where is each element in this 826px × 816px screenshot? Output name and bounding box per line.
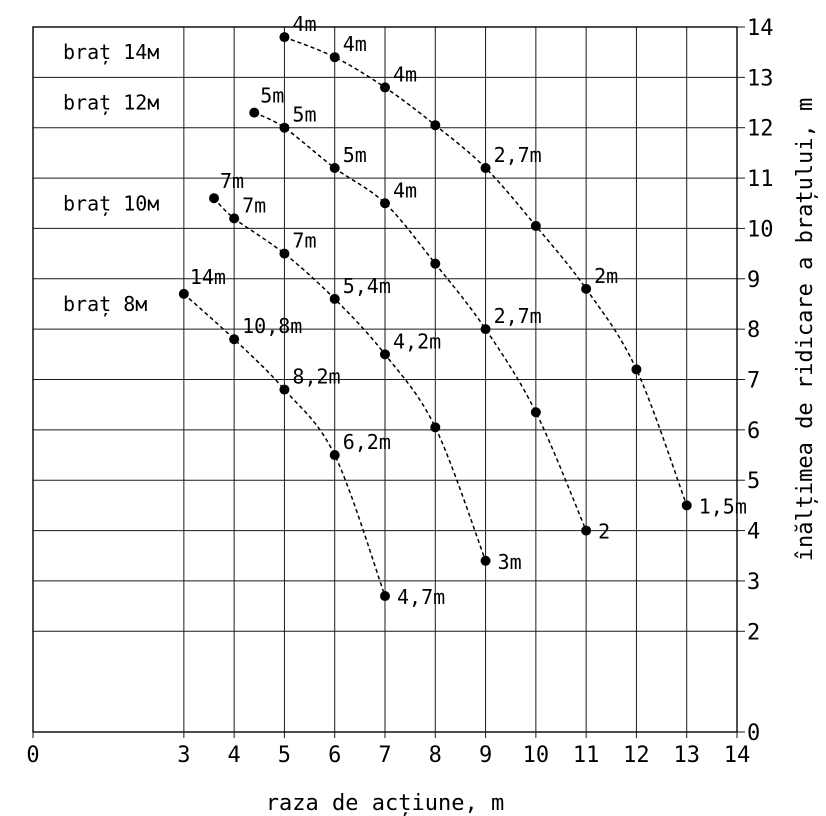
data-point xyxy=(279,384,290,395)
x-tick-label: 11 xyxy=(573,743,600,768)
point-label: 2,7m xyxy=(494,143,542,167)
x-tick-label: 4 xyxy=(228,743,241,768)
data-point xyxy=(249,107,260,118)
point-label: 2 xyxy=(598,520,610,544)
y-tick-label: 13 xyxy=(747,66,774,91)
point-label: 1,5m xyxy=(699,494,747,518)
point-label: 4,7m xyxy=(397,585,445,609)
x-tick-label: 5 xyxy=(278,743,291,768)
x-tick-label: 8 xyxy=(429,743,442,768)
y-tick-label: 12 xyxy=(747,117,774,142)
boom-length-label: braț 12м xyxy=(63,91,159,116)
data-point xyxy=(329,163,340,173)
y-tick-label: 11 xyxy=(747,167,774,192)
x-tick-label: 0 xyxy=(26,743,39,768)
x-tick-label: 7 xyxy=(378,743,391,768)
data-point xyxy=(380,349,390,360)
data-point xyxy=(581,283,592,294)
x-axis-title: raza de acțiune, m xyxy=(266,791,504,816)
boom-length-label: braț 14м xyxy=(63,40,159,65)
data-point xyxy=(279,248,290,259)
y-tick-label: 6 xyxy=(747,419,760,444)
y-tick-label: 2 xyxy=(747,620,760,645)
data-point xyxy=(380,198,390,209)
point-label: 5m xyxy=(292,103,316,127)
data-point xyxy=(430,422,441,433)
y-tick-label: 7 xyxy=(747,369,760,394)
series-curve xyxy=(284,36,688,506)
point-label: 7m xyxy=(220,169,244,193)
point-label: 7m xyxy=(292,229,316,253)
point-labels: 4m4m4m2,7m2m1,5m5m5m5m4m2,7m27m7m7m5,4m4… xyxy=(190,12,747,609)
data-point xyxy=(530,407,541,418)
point-label: 4m xyxy=(343,32,367,56)
data-point xyxy=(480,555,491,566)
data-point xyxy=(229,334,240,345)
boom-labels: braț 14м braț 12м braț 10м braț 8м xyxy=(63,40,159,317)
point-label: 6,2m xyxy=(343,430,391,454)
data-point xyxy=(329,450,340,461)
data-point xyxy=(329,293,340,304)
data-point xyxy=(681,500,692,511)
y-axis-title: înălțimea de ridicare a brațului, m xyxy=(793,98,818,562)
point-label: 5m xyxy=(260,84,284,108)
data-point xyxy=(178,288,189,299)
x-tick-label: 13 xyxy=(673,743,700,768)
y-tick-label: 5 xyxy=(747,469,760,494)
data-point xyxy=(581,525,592,536)
data-point xyxy=(380,82,390,93)
point-label: 4m xyxy=(393,178,417,202)
point-label: 5m xyxy=(343,143,367,167)
point-label: 2,7m xyxy=(494,304,542,328)
boom-length-label: braț 10м xyxy=(63,191,159,216)
x-tick-label: 9 xyxy=(479,743,492,768)
data-point xyxy=(209,193,220,204)
data-point xyxy=(329,52,340,63)
x-tick-label: 14 xyxy=(724,743,751,768)
x-tick-label: 3 xyxy=(177,743,190,768)
y-tick-label: 9 xyxy=(747,268,760,293)
y-tick-label: 0 xyxy=(747,721,760,746)
y-tick-label: 8 xyxy=(747,318,760,343)
data-points xyxy=(178,32,692,602)
y-tick-label: 14 xyxy=(747,16,774,41)
point-label: 4,2m xyxy=(393,329,441,353)
data-point xyxy=(430,120,441,131)
data-point xyxy=(480,324,491,335)
x-tick-label: 12 xyxy=(623,743,650,768)
y-tick-label: 3 xyxy=(747,570,760,595)
point-label: 8,2m xyxy=(292,365,340,389)
point-label: 5,4m xyxy=(343,274,391,298)
data-point xyxy=(480,163,491,173)
boom-length-label: braț 8м xyxy=(63,292,147,317)
data-point xyxy=(279,122,290,133)
y-tick-label: 4 xyxy=(747,520,760,545)
data-point xyxy=(279,32,290,43)
point-label: 10,8m xyxy=(242,314,302,338)
y-tick-label: 10 xyxy=(747,217,774,242)
point-label: 3m xyxy=(498,550,522,574)
point-label: 7m xyxy=(242,193,266,217)
point-label: 4m xyxy=(393,62,417,86)
point-label: 14m xyxy=(190,265,226,289)
data-point xyxy=(380,591,390,602)
point-label: 4m xyxy=(292,12,316,36)
point-label: 2m xyxy=(594,264,618,288)
x-tick-label: 6 xyxy=(328,743,341,768)
series-curve xyxy=(183,293,386,597)
grid xyxy=(32,26,738,733)
x-tick-label: 10 xyxy=(523,743,550,768)
data-point xyxy=(631,364,642,375)
data-point xyxy=(430,258,441,269)
data-point xyxy=(229,213,240,224)
data-point xyxy=(530,220,541,231)
